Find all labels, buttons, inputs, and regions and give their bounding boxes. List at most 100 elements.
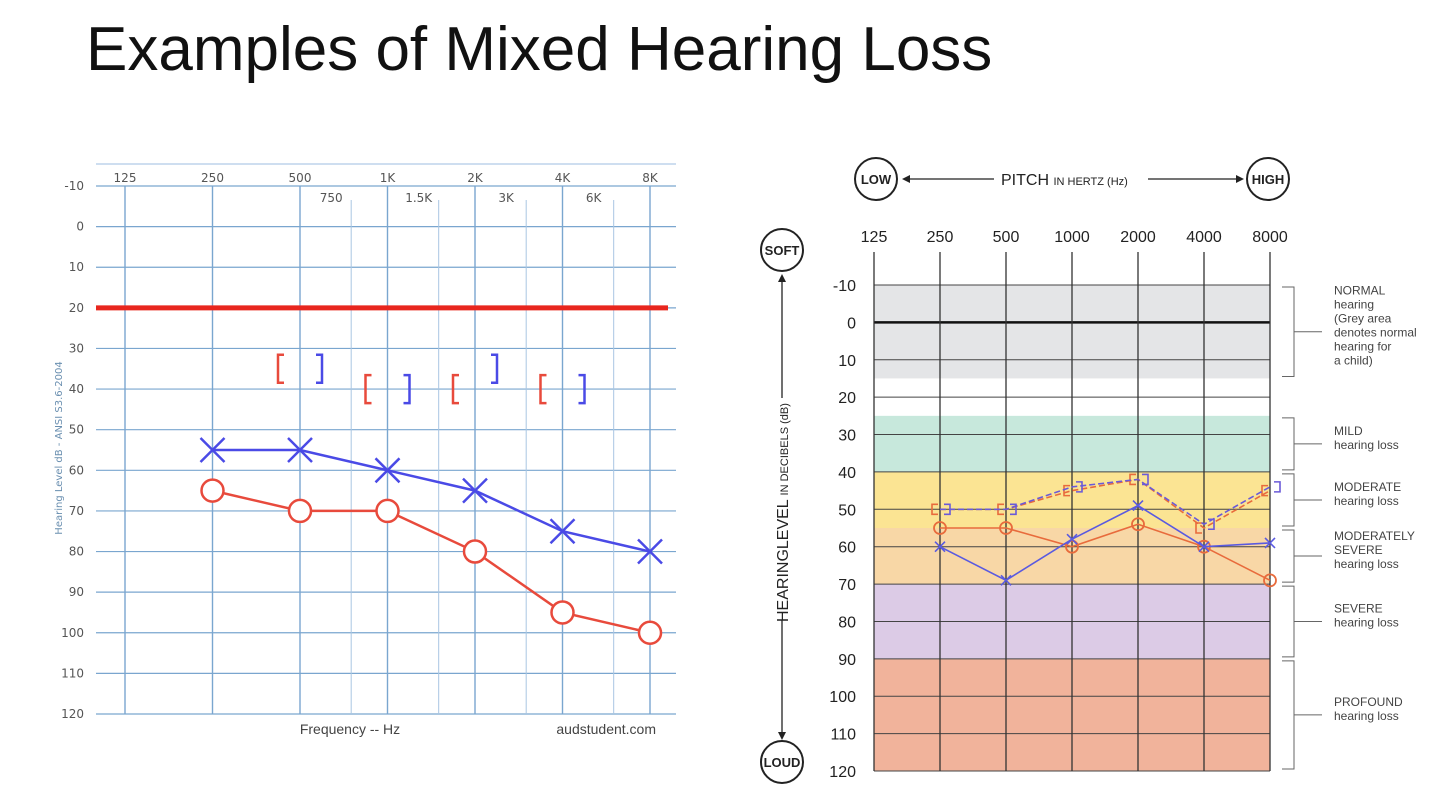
bone-right-marker bbox=[944, 503, 951, 516]
y-tick-label: 70 bbox=[69, 504, 84, 518]
y-tick-label: 120 bbox=[61, 707, 84, 721]
x-marker-stroke bbox=[637, 538, 663, 565]
band-label-line: hearing loss bbox=[1334, 709, 1399, 723]
slide-title: Examples of Mixed Hearing Loss bbox=[86, 15, 993, 84]
band-bracket bbox=[1282, 417, 1295, 471]
x-marker-stroke bbox=[1000, 574, 1012, 586]
loud-label: LOUD bbox=[764, 755, 801, 770]
bone-left-marker bbox=[539, 373, 547, 405]
y-tick-label: 80 bbox=[838, 614, 856, 631]
pitch-arrow-left-head bbox=[902, 175, 910, 183]
y-tick-label: 90 bbox=[69, 585, 84, 599]
band-label-line: hearing for bbox=[1334, 340, 1391, 354]
y-tick-label: 20 bbox=[838, 390, 856, 407]
o-marker bbox=[200, 478, 225, 503]
series-line-x bbox=[939, 504, 1271, 582]
level-axis-label-small: IN DECIBELS (dB) bbox=[779, 403, 791, 495]
band-label-line: hearing loss bbox=[1334, 615, 1399, 629]
band-label-line: MODERATELY bbox=[1334, 529, 1415, 543]
level-arrow-up-head bbox=[778, 274, 786, 282]
band-label-line: denotes normal bbox=[1334, 326, 1417, 340]
band-bracket bbox=[1282, 473, 1295, 527]
band-label: SEVERE hearing loss bbox=[1334, 601, 1399, 629]
pitch-arrow-right-head bbox=[1236, 175, 1244, 183]
x-marker-stroke bbox=[1066, 533, 1078, 545]
x-marker-stroke bbox=[934, 541, 946, 553]
y-tick-label: 110 bbox=[830, 727, 856, 744]
x-marker bbox=[462, 477, 488, 504]
y-tick-label: -10 bbox=[833, 278, 856, 295]
x-tick-label: 1K bbox=[380, 171, 397, 185]
y-tick-label: 10 bbox=[69, 260, 84, 274]
y-tick-label: 100 bbox=[829, 689, 856, 706]
x-marker bbox=[549, 518, 576, 545]
bone-left-marker bbox=[1261, 484, 1268, 497]
low-badge bbox=[854, 157, 898, 201]
band-bracket bbox=[1282, 585, 1295, 658]
x-marker bbox=[287, 437, 313, 463]
band-label-line: a child) bbox=[1334, 354, 1373, 368]
high-label: HIGH bbox=[1252, 172, 1285, 187]
bone-right-marker bbox=[403, 373, 411, 405]
bone-left-marker bbox=[451, 373, 459, 405]
band-label-line: hearing bbox=[1334, 298, 1374, 312]
bone-left-marker bbox=[1129, 473, 1136, 486]
y-tick-label: 90 bbox=[838, 652, 856, 669]
x-tick-label: 500 bbox=[993, 229, 1020, 246]
x-marker-stroke bbox=[549, 518, 576, 545]
y-tick-label: 70 bbox=[838, 577, 856, 594]
o-marker bbox=[287, 498, 313, 524]
x-marker-stroke bbox=[462, 477, 488, 504]
credit-label: audstudent.com bbox=[556, 721, 656, 737]
o-marker bbox=[462, 539, 488, 564]
x-tick-label: 4000 bbox=[1186, 229, 1222, 246]
x-marker bbox=[1000, 574, 1012, 586]
x-marker-stroke bbox=[1198, 541, 1210, 553]
x-marker bbox=[637, 538, 663, 565]
y-tick-label: 120 bbox=[829, 764, 856, 781]
x-minor-tick-label: 6K bbox=[586, 191, 603, 205]
x-tick-label: 8K bbox=[642, 171, 659, 185]
band-bracket bbox=[1282, 286, 1295, 377]
x-minor-tick-label: 1.5K bbox=[405, 191, 433, 205]
x-tick-label: 1000 bbox=[1054, 229, 1090, 246]
pitch-title: PITCH IN HERTZ (Hz) bbox=[1001, 172, 1128, 189]
bone-right-marker bbox=[1142, 473, 1149, 486]
x-axis-label: Frequency -- Hz bbox=[300, 721, 400, 737]
band-label-line: hearing loss bbox=[1334, 557, 1399, 571]
bone-right-marker bbox=[1274, 481, 1281, 493]
y-tick-label: 50 bbox=[69, 423, 84, 437]
band-label: NORMAL hearing (Grey area denotes normal hea… bbox=[1334, 284, 1417, 368]
bone-right-marker bbox=[1208, 518, 1215, 531]
band-label-line: SEVERE bbox=[1334, 601, 1383, 615]
x-marker-stroke bbox=[1132, 500, 1144, 512]
y-tick-label: 20 bbox=[69, 301, 84, 315]
y-tick-label: 110 bbox=[61, 666, 84, 680]
x-marker-stroke bbox=[1264, 537, 1276, 549]
y-tick-label: 100 bbox=[61, 626, 84, 640]
y-tick-label: 10 bbox=[838, 353, 856, 370]
y-tick-label: 40 bbox=[69, 382, 84, 396]
y-tick-label: 60 bbox=[69, 463, 84, 477]
band-label-line: SEVERE bbox=[1334, 543, 1383, 557]
bone-right-marker bbox=[316, 353, 324, 385]
band-label: MODERATELY SEVERE hearing loss bbox=[1334, 529, 1415, 571]
x-marker-stroke bbox=[199, 437, 226, 463]
y-tick-label: 80 bbox=[69, 545, 84, 559]
bone-right-marker bbox=[1010, 503, 1017, 516]
band-label-line: hearing loss bbox=[1334, 438, 1399, 452]
series-line-bracket bbox=[940, 478, 1271, 526]
band-bracket bbox=[1282, 529, 1295, 583]
band-label-line: PROFOUND bbox=[1334, 695, 1403, 709]
soft-badge bbox=[760, 228, 804, 272]
circle-marker bbox=[1263, 573, 1277, 588]
x-tick-label: 250 bbox=[927, 229, 954, 246]
y-tick-label: 0 bbox=[847, 315, 856, 332]
bone-left-marker bbox=[1063, 484, 1070, 497]
bone-right-marker bbox=[1076, 481, 1083, 493]
y-tick-label: 60 bbox=[838, 540, 856, 557]
low-label: LOW bbox=[861, 172, 892, 187]
series-line-circle bbox=[940, 523, 1271, 582]
band-label-line: (Grey area bbox=[1334, 312, 1392, 326]
